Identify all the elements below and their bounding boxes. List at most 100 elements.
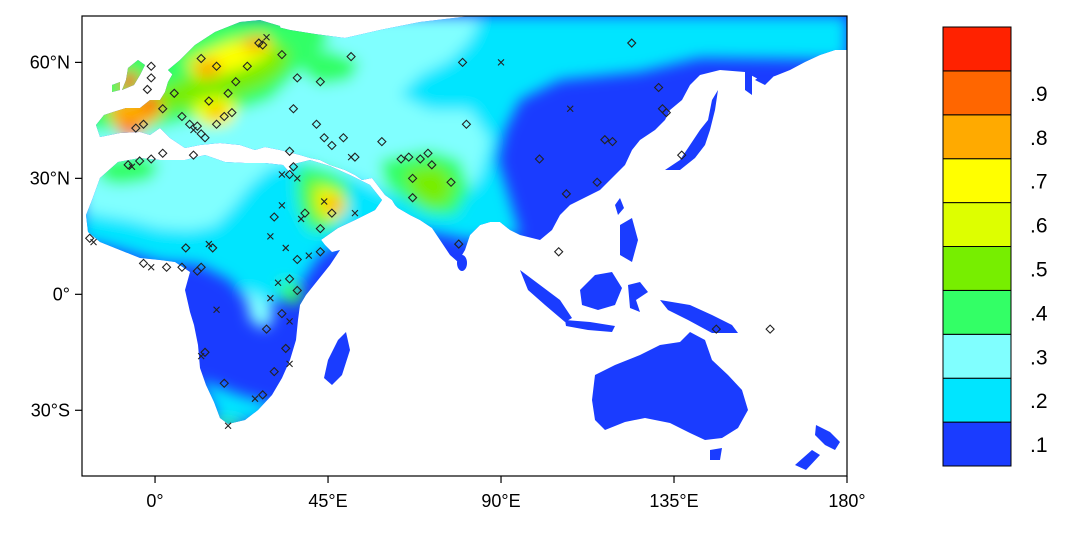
diamond-marker — [192, 121, 203, 131]
y-tick-label: 30°S — [31, 400, 70, 420]
x-marker — [266, 232, 274, 240]
colorbar-bin — [942, 114, 1012, 160]
diamond-marker — [188, 150, 199, 160]
plot-frame — [81, 15, 848, 477]
diamond-marker — [607, 136, 618, 147]
x-marker — [286, 317, 293, 325]
diamond-marker — [453, 239, 464, 249]
diamond-marker — [661, 107, 672, 118]
diamond-marker — [177, 262, 187, 273]
colorbar-label: .2 — [1030, 390, 1048, 413]
diamond-marker — [146, 154, 156, 164]
diamond-marker — [211, 61, 222, 72]
diamond-marker — [138, 119, 149, 130]
diamond-marker — [284, 169, 295, 180]
diamond-marker — [315, 247, 326, 257]
diamond-marker — [134, 156, 145, 166]
diamond-marker — [277, 308, 287, 319]
x-marker — [297, 215, 305, 223]
colorbar-bin — [942, 158, 1012, 204]
diamond-marker — [142, 84, 153, 95]
diamond-marker — [138, 258, 149, 269]
diamond-marker — [319, 132, 329, 143]
colorbar-bin — [942, 289, 1012, 335]
x-marker — [320, 198, 328, 205]
diamond-marker — [257, 390, 268, 400]
diamond-marker — [146, 61, 156, 72]
diamond-marker — [346, 51, 356, 62]
diamond-marker — [177, 111, 187, 122]
diamond-marker — [207, 243, 218, 253]
diamond-marker — [534, 154, 545, 164]
diamond-marker — [676, 150, 687, 160]
diamond-marker — [461, 119, 472, 130]
diamond-marker — [84, 233, 95, 244]
diamond-marker — [277, 49, 287, 60]
diamond-marker — [157, 103, 168, 114]
x-marker — [351, 209, 359, 217]
diamond-marker — [288, 161, 299, 172]
colorbar-bin — [942, 421, 1012, 467]
diamond-marker — [200, 347, 210, 358]
diamond-marker — [407, 192, 418, 203]
diamond-marker — [300, 208, 310, 218]
diamond-marker — [269, 212, 279, 222]
colorbar-bin — [942, 26, 1012, 72]
diamond-marker — [223, 88, 233, 99]
diamond-marker — [653, 82, 664, 93]
diamond-marker — [211, 119, 222, 130]
x-marker — [282, 244, 290, 252]
colorbar-bin — [942, 202, 1012, 248]
diamond-marker — [131, 123, 141, 133]
diamond-marker — [219, 378, 230, 389]
diamond-marker — [553, 247, 564, 257]
diamond-marker — [327, 140, 337, 151]
diamond-marker — [403, 152, 414, 162]
x-marker — [278, 202, 286, 209]
diamond-marker — [315, 76, 326, 87]
diamond-marker — [204, 96, 214, 106]
diamond-marker — [161, 262, 172, 273]
colorbar-bin — [942, 70, 1012, 116]
x-tick-label: 45°E — [308, 491, 347, 511]
x-marker — [147, 263, 155, 271]
x-tick-label: 0° — [146, 491, 163, 511]
diamond-marker — [257, 40, 268, 50]
diamond-marker — [327, 208, 337, 218]
diamond-marker — [230, 76, 241, 87]
x-marker — [213, 306, 220, 314]
x-marker — [263, 33, 270, 41]
colorbar-label: .4 — [1030, 302, 1048, 325]
x-axis: 0° 45°E 90°E 135°E 180° — [146, 476, 866, 511]
diamond-marker — [315, 223, 326, 234]
colorbar-label: .1 — [1030, 434, 1048, 457]
colorbar: .1 .2 .3 .4 .5 .6 .7 .8 .9 — [942, 26, 1048, 467]
diamond-marker — [338, 132, 349, 143]
colorbar-label: .3 — [1030, 346, 1048, 369]
diamond-marker — [427, 160, 437, 170]
y-axis: 60°N 30°N 0° 30°S — [30, 52, 82, 420]
x-tick-label: 135°E — [649, 491, 698, 511]
diamond-marker — [311, 119, 322, 130]
colorbar-bin — [942, 333, 1012, 379]
diamond-marker — [219, 111, 230, 122]
diamond-marker — [169, 88, 180, 99]
x-marker — [293, 174, 301, 182]
x-marker — [497, 58, 505, 66]
diamond-marker — [284, 274, 295, 284]
x-marker — [224, 422, 232, 430]
x-marker — [266, 294, 274, 302]
colorbar-label: .5 — [1030, 258, 1048, 281]
colorbar-label: .6 — [1030, 215, 1048, 238]
x-marker — [566, 105, 574, 113]
y-tick-label: 60°N — [30, 52, 70, 72]
diamond-marker — [600, 134, 610, 145]
diamond-marker — [292, 73, 303, 83]
diamond-marker — [396, 154, 406, 164]
diamond-marker — [292, 254, 303, 265]
diamond-marker — [280, 343, 291, 354]
diamond-marker — [184, 119, 195, 130]
station-markers — [84, 33, 775, 430]
colorbar-label: .9 — [1030, 83, 1048, 106]
